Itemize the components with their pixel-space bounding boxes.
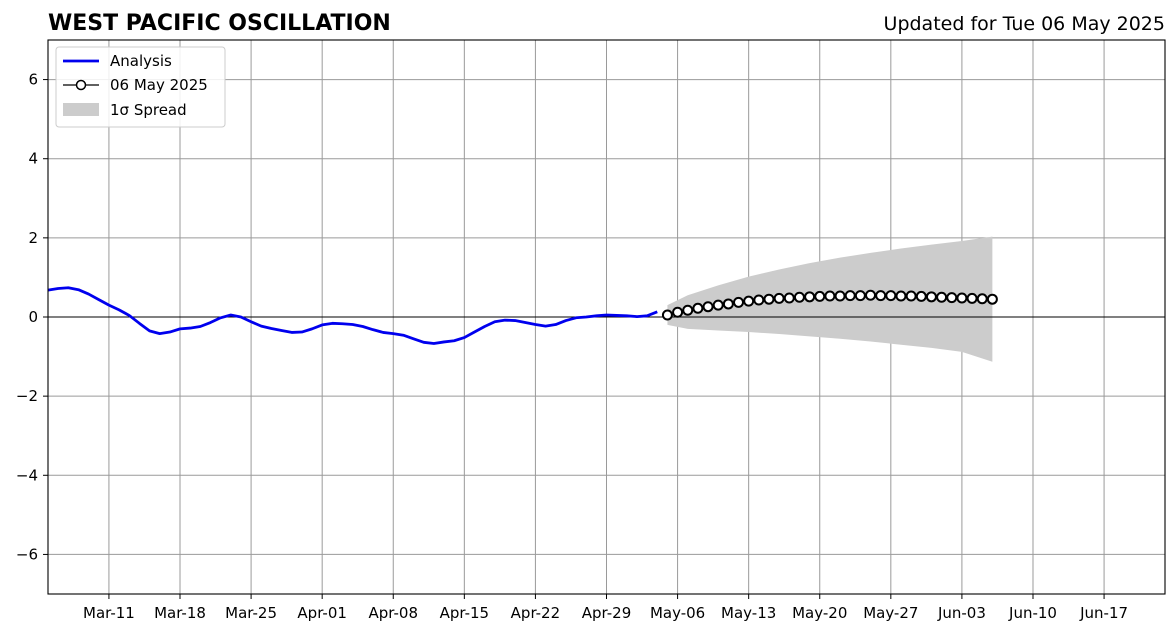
forecast-point	[956, 292, 968, 304]
forecast-point	[814, 290, 826, 302]
forecast-point	[763, 293, 775, 305]
y-tick-label: −6	[16, 545, 38, 563]
x-tick-label: Jun-10	[1008, 604, 1057, 622]
x-tick-label: May-06	[650, 604, 705, 622]
forecast-point	[753, 294, 765, 306]
forecast-point	[804, 291, 816, 303]
forecast-point	[895, 290, 907, 302]
x-tick-label: Apr-22	[511, 604, 561, 622]
x-tick-label: May-27	[863, 604, 918, 622]
y-tick-label: 4	[28, 150, 38, 168]
forecast-point	[854, 290, 866, 302]
forecast-point	[905, 290, 917, 302]
forecast-point	[793, 291, 805, 303]
forecast-point	[733, 296, 745, 308]
x-axis: Mar-11 Mar-18 Mar-25 Apr-01 Apr-08 Apr-15 Apr-…	[83, 594, 1128, 622]
y-tick-label: −4	[16, 466, 38, 484]
x-tick-label: Mar-11	[83, 604, 135, 622]
y-tick-label: 0	[28, 308, 38, 326]
forecast-point	[722, 298, 734, 310]
forecast-point	[672, 306, 684, 318]
forecast-point	[824, 290, 836, 302]
forecast-point	[966, 292, 978, 304]
x-tick-label: Mar-25	[225, 604, 277, 622]
forecast-point	[834, 290, 846, 302]
forecast-markers	[661, 289, 998, 321]
legend-forecast-marker	[75, 79, 87, 91]
forecast-point	[865, 289, 877, 301]
forecast-point	[702, 301, 714, 313]
legend: Analysis 06 May 2025 1σ Spread	[55, 46, 226, 128]
x-tick-label: Apr-08	[369, 604, 419, 622]
legend-spread-swatch	[63, 103, 99, 116]
y-axis: −6 −4 −2 0 2 4 6	[16, 71, 48, 563]
forecast-point	[915, 290, 927, 302]
x-tick-label: Jun-17	[1079, 604, 1128, 622]
x-tick-label: Apr-01	[297, 604, 347, 622]
y-tick-label: 6	[28, 71, 38, 89]
forecast-point	[885, 290, 897, 302]
forecast-point	[692, 302, 704, 314]
forecast-point	[875, 290, 887, 302]
x-tick-label: Apr-29	[582, 604, 632, 622]
forecast-point	[783, 292, 795, 304]
forecast-point	[925, 291, 937, 303]
forecast-point	[773, 292, 785, 304]
forecast-point	[844, 290, 856, 302]
forecast-point	[712, 299, 724, 311]
legend-forecast-label: 06 May 2025	[110, 76, 208, 94]
chart-subtitle: Updated for Tue 06 May 2025	[884, 13, 1165, 35]
x-tick-label: Apr-15	[440, 604, 490, 622]
y-tick-label: −2	[16, 387, 38, 405]
y-tick-label: 2	[28, 229, 38, 247]
forecast-point	[661, 309, 673, 321]
analysis-line	[47, 286, 658, 345]
forecast-point	[976, 293, 988, 305]
forecast-point	[743, 295, 755, 307]
legend-analysis-label: Analysis	[110, 52, 172, 70]
x-tick-label: May-20	[792, 604, 847, 622]
forecast-point	[946, 292, 958, 304]
legend-spread-label: 1σ Spread	[110, 101, 187, 119]
x-tick-label: Jun-03	[937, 604, 986, 622]
x-tick-label: Mar-18	[154, 604, 206, 622]
forecast-point	[986, 293, 998, 305]
forecast-point	[682, 304, 694, 316]
x-tick-label: May-13	[721, 604, 776, 622]
forecast-point	[936, 291, 948, 303]
chart-title: WEST PACIFIC OSCILLATION	[48, 11, 391, 36]
